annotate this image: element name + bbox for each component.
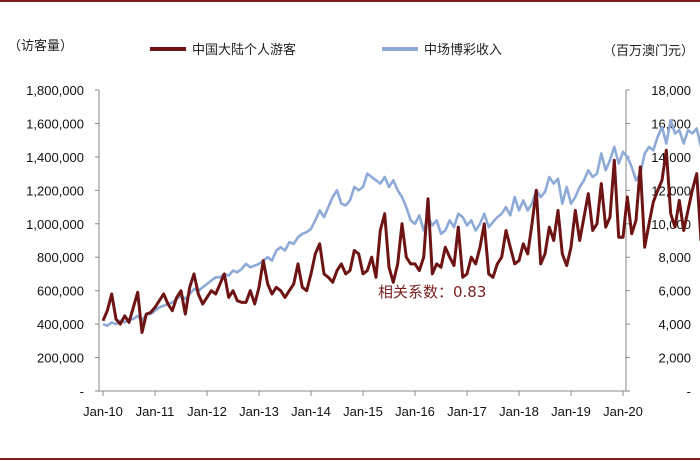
series-line-visitors [101, 148, 700, 334]
left-tick-label: 200,000 [37, 351, 84, 366]
right-tick-label: 4,000 [658, 317, 691, 332]
series-line-gaming-revenue [102, 118, 700, 328]
x-tick-labels: Jan-10 Jan-11 Jan-12 Jan-13 Jan-14 Jan-15 Jan-… [83, 391, 643, 419]
x-tick-label: Jan-17 [447, 404, 487, 419]
x-tick-label: Jan-18 [499, 404, 539, 419]
correlation-annotation: 相关系数：0.83 [378, 283, 486, 301]
legend: 中国大陆个人游客 中场博彩收入 [150, 42, 502, 58]
left-tick-label: - [80, 384, 84, 399]
left-tick-label: 800,000 [37, 250, 84, 265]
x-tick-label: Jan-12 [187, 404, 227, 419]
right-tick-label: 12,000 [651, 183, 691, 198]
left-tick-label: 1,600,000 [26, 116, 84, 131]
x-tick-label: Jan-10 [83, 404, 123, 419]
x-tick-label: Jan-13 [239, 404, 279, 419]
right-axis-unit: （百万澳门元） [603, 43, 694, 59]
x-tick-label: Jan-15 [343, 404, 383, 419]
x-tick-label: Jan-20 [603, 404, 643, 419]
right-tick-labels: -2,0004,0006,0008,00010,00012,00014,0001… [626, 83, 691, 399]
right-tick-label: 14,000 [651, 150, 691, 165]
left-tick-label: 1,800,000 [26, 83, 84, 98]
x-tick-label: Jan-16 [395, 404, 435, 419]
left-tick-label: 600,000 [37, 284, 84, 299]
legend-label-gaming-revenue: 中场博彩收入 [424, 43, 502, 58]
legend-label-visitors: 中国大陆个人游客 [192, 42, 296, 58]
left-tick-label: 1,000,000 [26, 217, 84, 232]
left-tick-label: 1,200,000 [26, 183, 84, 198]
left-tick-label: 1,400,000 [26, 150, 84, 165]
right-tick-label: 18,000 [651, 83, 691, 98]
x-tick-label: Jan-19 [551, 404, 591, 419]
right-tick-label: - [687, 384, 691, 399]
left-tick-labels: - 200,000 400,000 600,000 800,000 1,000,000 1,… [26, 83, 99, 399]
right-tick-label: 8,000 [658, 250, 691, 265]
left-axis-unit: （访客量） [8, 38, 73, 54]
x-tick-label: Jan-11 [136, 404, 175, 419]
x-tick-label: Jan-14 [291, 404, 331, 419]
left-tick-label: 400,000 [37, 317, 84, 332]
right-tick-label: 2,000 [658, 351, 691, 366]
right-tick-label: 6,000 [658, 284, 691, 299]
